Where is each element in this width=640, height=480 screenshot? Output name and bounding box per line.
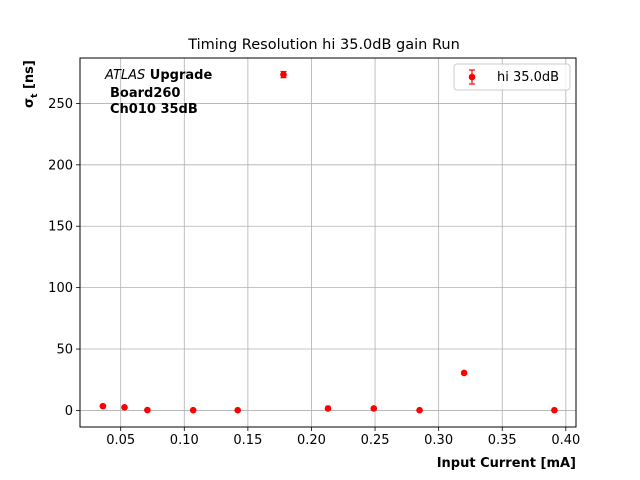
point-marker <box>416 406 423 414</box>
data-point <box>234 406 242 414</box>
x-tick-label: 0.15 <box>233 433 262 448</box>
x-tick-label: 0.10 <box>170 433 199 448</box>
y-tick-label: 100 <box>48 281 73 296</box>
atlas-line-1: ATLAS Upgrade <box>104 68 212 83</box>
y-axis-ticks: 0 50 100 150 200 250 <box>48 97 80 419</box>
y-tick-label: 250 <box>48 97 73 112</box>
point-marker <box>370 405 378 412</box>
data-point <box>121 404 128 411</box>
y-tick-label: 150 <box>48 220 73 235</box>
y-tick-label: 200 <box>48 158 73 173</box>
point-marker <box>460 369 468 377</box>
point-marker <box>324 405 332 412</box>
y-axis-label-symbol: σ <box>22 98 37 108</box>
x-tick-label: 0.30 <box>424 433 453 448</box>
atlas-annotation: ATLAS Upgrade Board260 Ch010 35dB <box>104 68 212 117</box>
x-tick-label: 0.20 <box>297 433 326 448</box>
point-marker <box>280 71 287 78</box>
x-tick-label: 0.05 <box>106 433 135 448</box>
legend-label: hi 35.0dB <box>497 70 559 85</box>
x-tick-label: 0.25 <box>361 433 390 448</box>
point-marker <box>121 404 128 411</box>
y-axis-label: σt [ns] <box>22 60 40 108</box>
data-point <box>551 406 558 414</box>
legend-marker <box>468 73 476 81</box>
x-tick-label: 0.35 <box>488 433 517 448</box>
point-marker <box>234 406 242 414</box>
data-point <box>189 406 197 414</box>
data-point <box>324 405 332 412</box>
y-axis-label-unit: [ns] <box>22 60 37 93</box>
data-points <box>99 70 558 414</box>
upgrade-label: Upgrade <box>145 68 212 83</box>
y-axis-label-subscript: t <box>30 93 40 98</box>
grid <box>80 58 576 427</box>
x-axis-label: Input Current [mA] <box>437 456 576 471</box>
board-label: Board260 <box>110 86 180 101</box>
legend-box <box>453 63 571 91</box>
data-point <box>144 406 151 414</box>
chart-title: Timing Resolution hi 35.0dB gain Run <box>187 37 460 53</box>
x-axis-ticks: 0.05 0.10 0.15 0.20 0.25 0.30 0.35 0.40 <box>106 427 580 448</box>
point-marker <box>99 402 107 410</box>
data-point <box>370 405 378 412</box>
y-tick-label: 0 <box>65 404 73 419</box>
point-marker <box>144 406 151 414</box>
y-tick-label: 50 <box>56 343 73 358</box>
plot-frame <box>79 57 577 428</box>
data-point <box>280 70 287 79</box>
channel-label: Ch010 35dB <box>110 102 198 117</box>
point-marker <box>189 406 197 414</box>
point-marker <box>551 406 558 414</box>
data-point <box>416 406 423 414</box>
x-tick-label: 0.40 <box>551 433 580 448</box>
data-point <box>99 402 107 410</box>
data-point <box>460 369 468 377</box>
atlas-label: ATLAS <box>104 68 145 83</box>
legend: hi 35.0dB <box>453 63 571 91</box>
